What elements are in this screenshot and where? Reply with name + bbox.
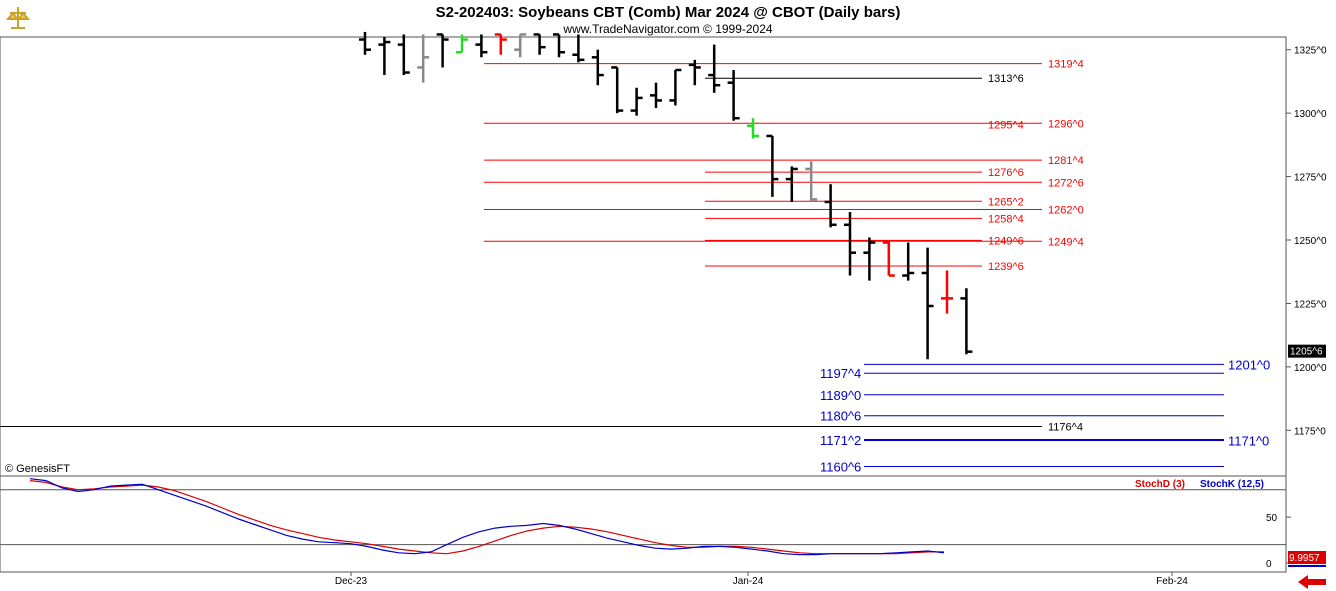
stochD-legend: StochD (3) xyxy=(1135,479,1185,490)
ohlc-bar xyxy=(572,34,585,63)
ohlc-bar xyxy=(359,31,371,55)
level-label: 1281^4 xyxy=(1048,155,1084,167)
ohlc-bar xyxy=(378,37,391,76)
x-tick-label: Dec-23 xyxy=(335,576,368,587)
ohlc-bar xyxy=(417,34,430,83)
ohlc-bar xyxy=(941,270,953,314)
ohlc-bar xyxy=(494,33,507,55)
level-label: 1265^2 xyxy=(988,196,1024,208)
level-label: 1313^6 xyxy=(988,73,1024,85)
price-levels: 1319^4 1313^6 1296^0 1295^4 1281^4 1276^6 1272… xyxy=(0,59,1270,474)
level-label: 1239^6 xyxy=(988,261,1024,273)
stoch-panel-border xyxy=(0,475,1287,573)
ohlc-bar xyxy=(766,134,779,197)
ohlc-bar xyxy=(591,49,604,86)
y-tick-label: 1250^0 xyxy=(1294,236,1327,247)
stoch-tick-label: 50 xyxy=(1266,513,1278,524)
ohlc-bar xyxy=(553,33,565,58)
ohlc-bar xyxy=(397,34,410,76)
ohlc-bar xyxy=(921,247,934,360)
level-label: 1258^4 xyxy=(988,213,1024,225)
ohlc-bar xyxy=(456,34,468,54)
logo-icon xyxy=(4,4,32,32)
level-label: 1201^0 xyxy=(1228,357,1270,372)
level-label: 1296^0 xyxy=(1048,118,1084,130)
stochK-line xyxy=(29,478,945,556)
price-bars xyxy=(359,31,973,360)
ohlc-bar xyxy=(785,166,798,202)
ohlc-bar xyxy=(863,237,876,281)
ohlc-bar xyxy=(960,288,973,355)
level-label: 1171^2 xyxy=(820,433,861,448)
ohlc-bar xyxy=(650,82,662,109)
level-label: 1272^6 xyxy=(1048,177,1084,189)
level-label: 1176^4 xyxy=(1048,422,1083,434)
stochK-legend: StochK (12,5) xyxy=(1200,479,1264,490)
level-label: 1276^6 xyxy=(988,167,1024,179)
ohlc-bar xyxy=(436,33,449,68)
ohlc-bar xyxy=(688,59,701,86)
stoch-tick-label: 0 xyxy=(1266,559,1272,570)
last-price-box xyxy=(1288,344,1326,358)
price-panel-border xyxy=(0,36,1287,477)
ohlc-bar xyxy=(533,33,546,55)
price-axis: 1175^0 1200^0 1225^0 1250^0 1275^0 1300^0 1325… xyxy=(1286,46,1327,437)
x-tick-label: Jan-24 xyxy=(733,576,764,587)
ohlc-bar xyxy=(844,212,856,276)
ohlc-bar xyxy=(727,69,740,121)
y-tick-label: 1200^0 xyxy=(1294,363,1327,374)
level-label: 1189^0 xyxy=(820,388,861,403)
stoch-last-label: 9.9957 xyxy=(1289,553,1320,564)
ohlc-bar xyxy=(630,87,643,116)
copyright-label: © GenesisFT xyxy=(5,463,70,475)
chart-header: S2-202403: Soybeans CBT (Comb) Mar 2024 … xyxy=(436,4,901,36)
level-label: 1319^4 xyxy=(1048,59,1084,71)
last-price-label: 1205^6 xyxy=(1290,347,1323,358)
level-label: 1160^6 xyxy=(820,459,861,474)
ohlc-bar xyxy=(747,118,759,139)
date-axis: Dec-23 Jan-24 Feb-24 xyxy=(335,572,1188,587)
ohlc-bar xyxy=(669,68,682,106)
ohlc-bar xyxy=(708,44,721,93)
level-label: 1249^4 xyxy=(1048,236,1084,248)
level-label: 1171^0 xyxy=(1228,433,1269,448)
ohlc-bar xyxy=(611,66,624,114)
y-tick-label: 1225^0 xyxy=(1294,299,1327,310)
ohlc-bar xyxy=(805,161,818,202)
chart-title: S2-202403: Soybeans CBT (Comb) Mar 2024 … xyxy=(436,4,901,21)
y-tick-label: 1300^0 xyxy=(1294,109,1327,120)
level-label: 1197^4 xyxy=(820,366,861,381)
stochD-line xyxy=(29,480,944,555)
y-tick-label: 1275^0 xyxy=(1294,173,1327,184)
ohlc-bar xyxy=(902,242,915,281)
stochastic-panel: 0 50 StochD (3) StochK (12,5) 9.9957 xyxy=(0,478,1326,570)
level-label: 1295^4 xyxy=(988,120,1024,132)
x-tick-label: Feb-24 xyxy=(1156,576,1188,587)
scroll-left-arrow-icon[interactable] xyxy=(1298,575,1326,589)
level-label: 1262^0 xyxy=(1048,205,1084,217)
y-tick-label: 1175^0 xyxy=(1294,426,1326,437)
ohlc-bar xyxy=(882,240,895,277)
ohlc-bar xyxy=(824,184,837,228)
frame xyxy=(0,36,1287,573)
y-tick-label: 1325^0 xyxy=(1294,46,1327,57)
ohlc-bar xyxy=(514,33,527,58)
chart-subtitle: www.TradeNavigator.com © 1999-2024 xyxy=(562,22,772,36)
stoch-last-box xyxy=(1288,551,1326,564)
ohlc-bar xyxy=(475,34,488,58)
level-label: 1180^6 xyxy=(820,409,861,424)
